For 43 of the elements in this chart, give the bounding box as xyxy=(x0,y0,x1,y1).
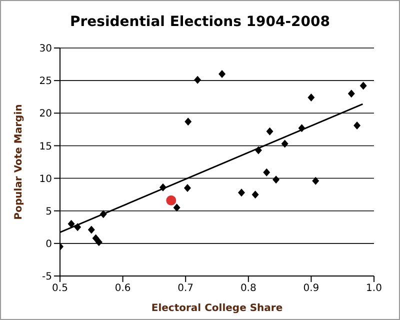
point xyxy=(354,122,361,130)
point xyxy=(100,210,107,218)
point xyxy=(254,146,262,154)
point xyxy=(312,176,320,185)
x-tick-label: 0.8 xyxy=(240,283,256,294)
point xyxy=(272,176,280,184)
point xyxy=(238,188,245,197)
x-axis-title: Electoral College Share xyxy=(151,303,283,314)
point xyxy=(184,118,192,126)
point xyxy=(88,226,95,234)
point xyxy=(184,184,191,192)
x-tick-label: 0.9 xyxy=(303,283,320,294)
point xyxy=(266,127,274,136)
y-tick-label: 30 xyxy=(39,44,52,55)
point xyxy=(263,168,270,176)
point xyxy=(281,140,288,148)
y-tick-label: 0 xyxy=(46,238,52,250)
point xyxy=(159,183,166,192)
y-tick-label: -5 xyxy=(42,272,52,283)
point xyxy=(173,204,180,212)
point xyxy=(298,124,306,132)
point xyxy=(348,90,355,98)
x-tick-label: 0.5 xyxy=(52,283,68,294)
x-tick-label: 0.7 xyxy=(178,283,194,294)
y-tick-label: 5 xyxy=(46,206,52,218)
y-tick-label: 25 xyxy=(39,76,52,88)
x-tick-label: 0.6 xyxy=(114,283,131,294)
point xyxy=(194,76,202,84)
point xyxy=(218,70,226,78)
point xyxy=(95,238,102,246)
y-tick-label: 20 xyxy=(39,108,52,120)
point xyxy=(308,94,315,102)
x-tick-label: 1.0 xyxy=(366,283,382,294)
chart-title: Presidential Elections 1904-2008 xyxy=(68,14,332,30)
y-tick-label: 15 xyxy=(39,141,52,152)
y-axis-title: Popular Vote Margin xyxy=(14,104,25,220)
point xyxy=(360,82,367,90)
point xyxy=(68,220,75,228)
point xyxy=(74,223,82,232)
point xyxy=(252,190,259,199)
point xyxy=(92,234,100,242)
y-tick-label: 10 xyxy=(39,174,52,185)
point xyxy=(166,195,176,206)
